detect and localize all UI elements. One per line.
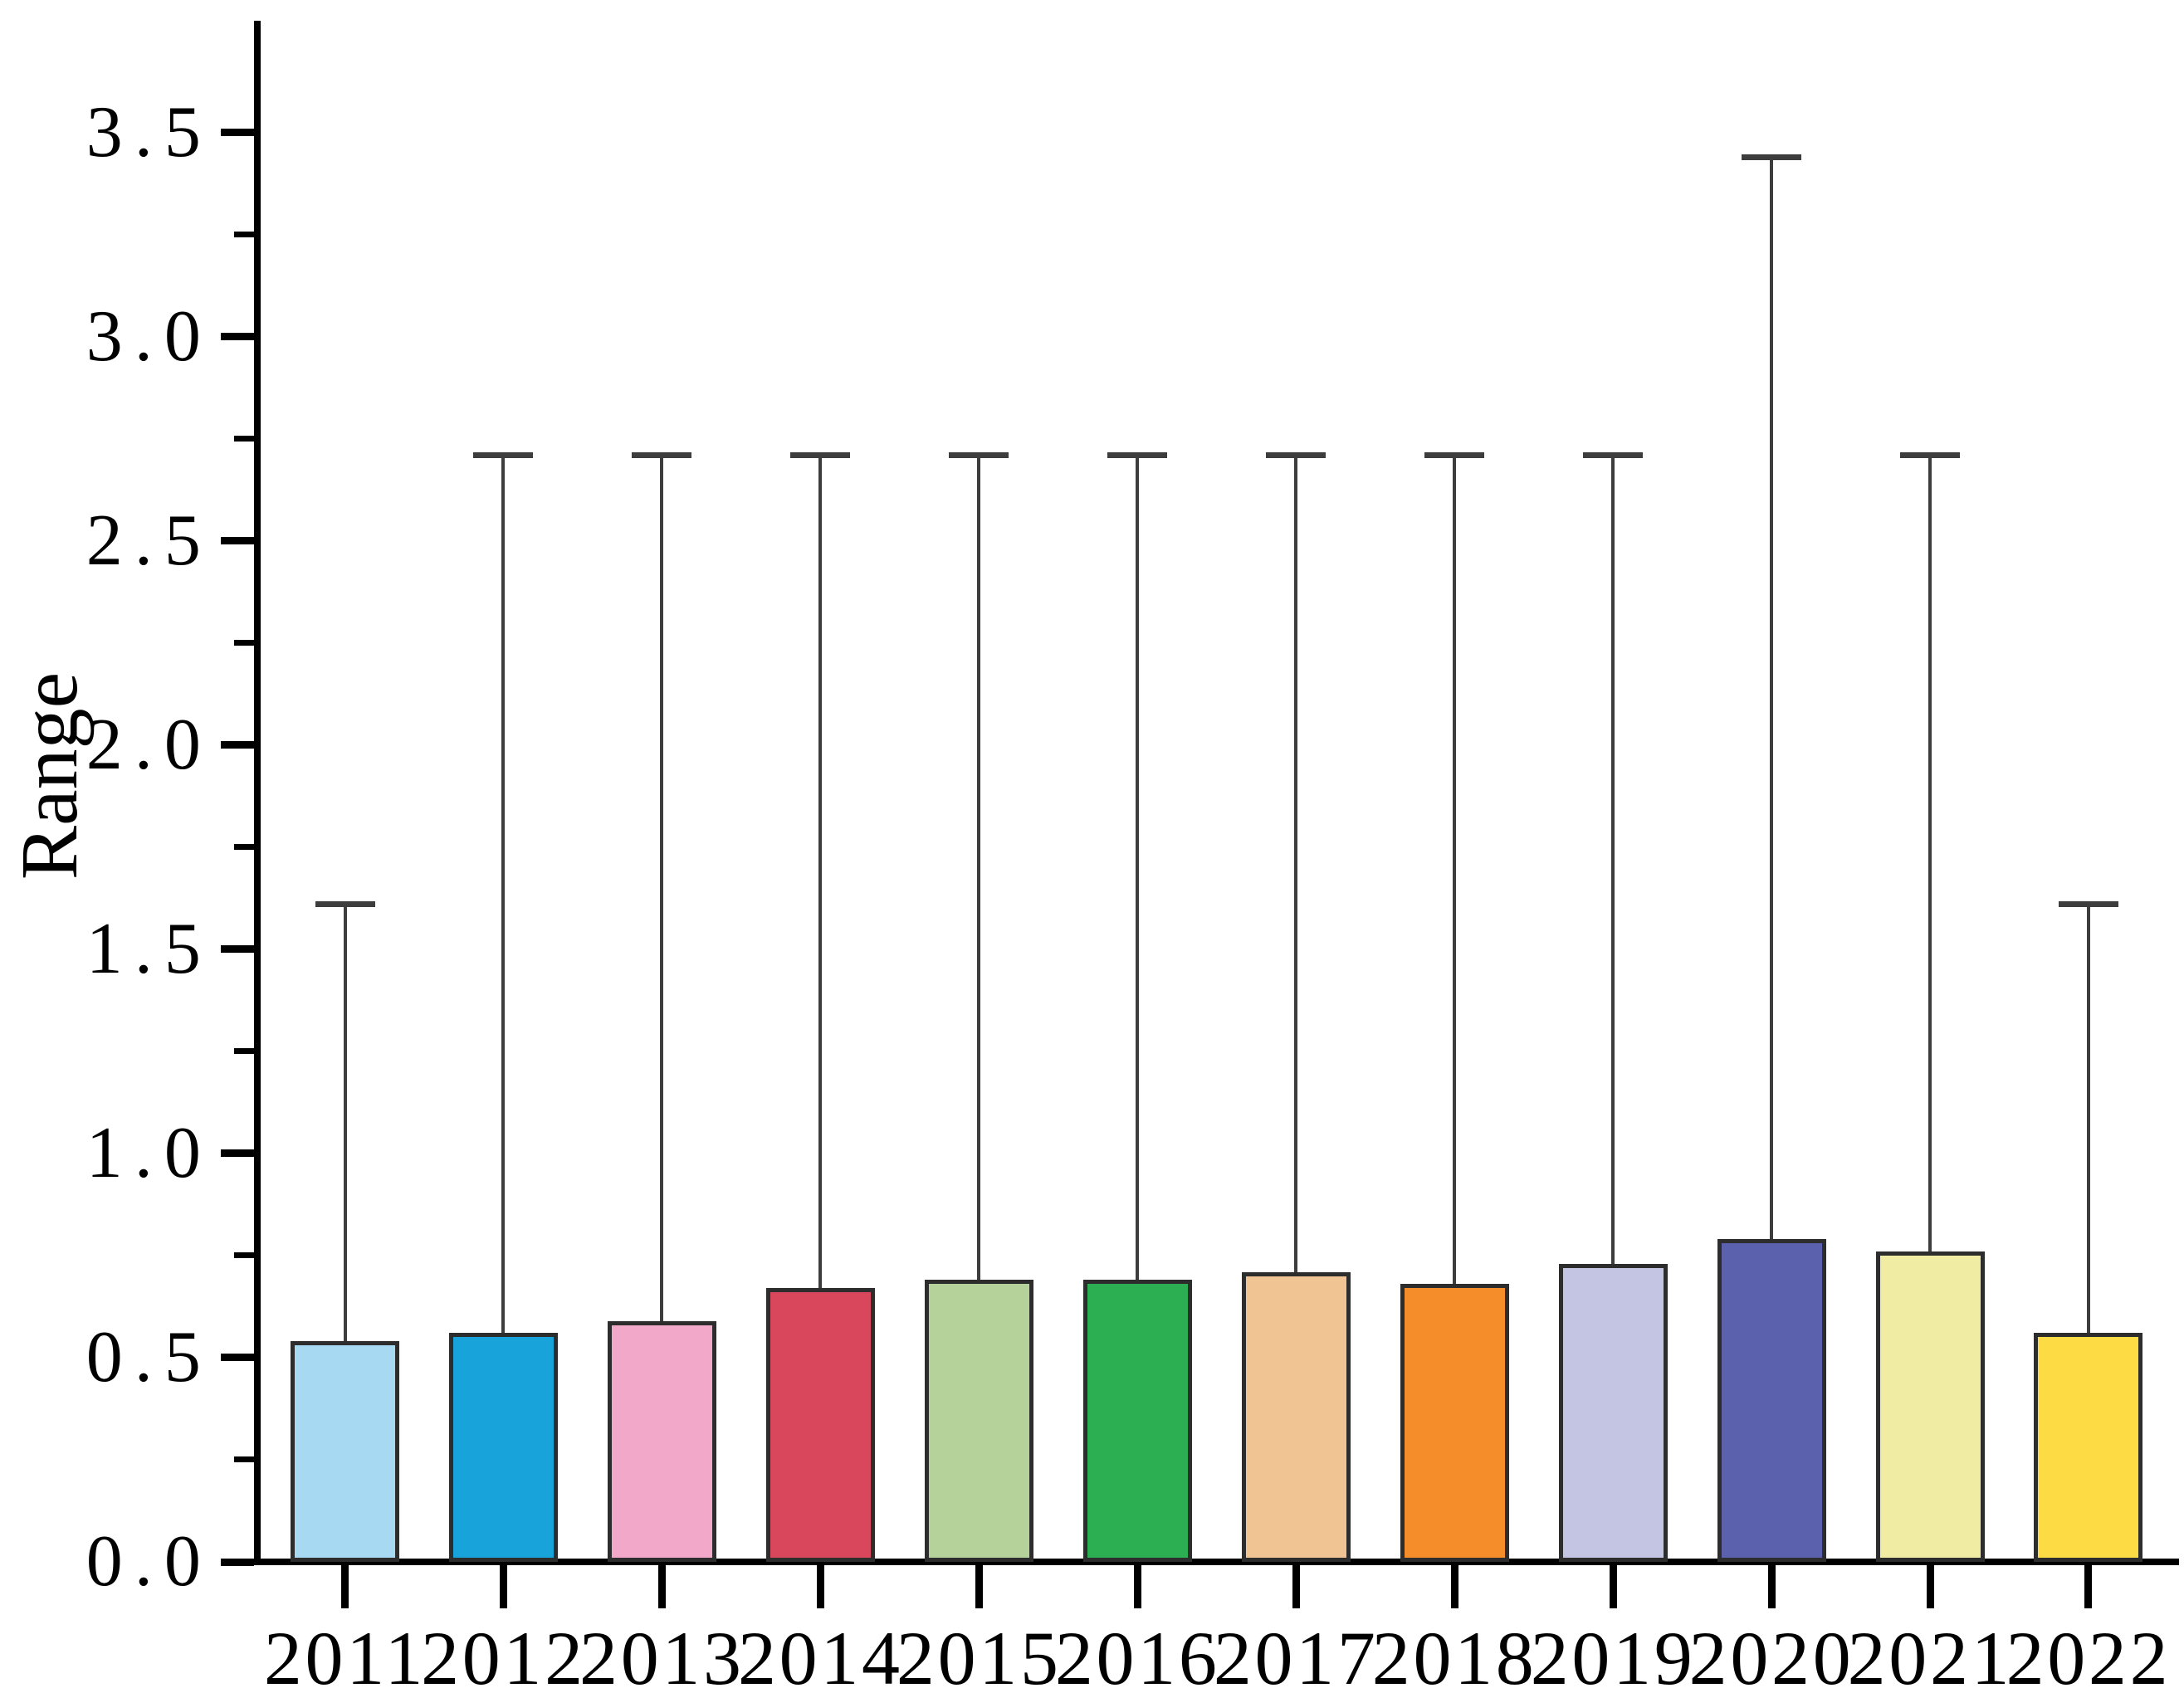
bar <box>2034 1333 2143 1562</box>
y-tick-label: 3.5 <box>86 91 213 173</box>
error-whisker <box>660 455 664 1331</box>
y-tick-label: 3.0 <box>86 295 213 377</box>
y-minor-tick <box>234 844 254 851</box>
error-whisker <box>1294 455 1298 1282</box>
y-tick-label: 0.0 <box>86 1521 213 1602</box>
error-whisker <box>818 455 823 1299</box>
y-minor-tick <box>234 436 254 442</box>
error-cap <box>790 451 851 458</box>
y-tick-label: 2.0 <box>86 704 213 785</box>
x-axis-category-label: 2013 <box>579 1616 745 1693</box>
error-whisker <box>343 904 347 1352</box>
y-major-tick <box>221 333 254 341</box>
y-minor-tick <box>234 1252 254 1259</box>
x-axis-category-label: 2014 <box>737 1616 903 1693</box>
error-cap <box>315 901 375 908</box>
bar <box>607 1320 716 1562</box>
x-axis-category-label: 2012 <box>421 1616 586 1693</box>
error-cap <box>1107 451 1168 458</box>
error-cap <box>632 451 692 458</box>
y-tick-label: 2.5 <box>86 500 213 581</box>
x-tick <box>1133 1565 1141 1608</box>
x-axis-category-label: 2022 <box>2006 1616 2172 1693</box>
bar <box>1875 1251 1985 1562</box>
y-major-tick <box>221 1558 254 1566</box>
x-tick <box>657 1565 666 1608</box>
y-major-tick <box>221 129 254 137</box>
x-axis-category-label: 2015 <box>896 1616 1062 1693</box>
bar <box>924 1280 1033 1562</box>
bar <box>1717 1239 1826 1562</box>
bar <box>765 1288 875 1562</box>
error-cap <box>2058 901 2118 908</box>
x-axis-category-label: 2016 <box>1054 1616 1220 1693</box>
y-tick-label: 1.5 <box>86 908 213 989</box>
error-whisker <box>1928 455 1932 1261</box>
error-whisker <box>2086 904 2090 1344</box>
x-axis-category-label: 2019 <box>1530 1616 1696 1693</box>
error-cap <box>1266 451 1327 458</box>
bar <box>1558 1263 1668 1562</box>
x-axis-category-label: 2017 <box>1213 1616 1379 1693</box>
x-axis-category-label: 2021 <box>1847 1616 2013 1693</box>
bar <box>1400 1284 1509 1562</box>
y-axis-spine <box>254 21 261 1565</box>
y-tick-label: 0.5 <box>86 1316 213 1398</box>
error-whisker <box>1770 157 1774 1250</box>
x-axis-spine <box>254 1559 2179 1565</box>
x-tick <box>341 1565 349 1608</box>
error-whisker <box>1611 455 1615 1274</box>
bar <box>448 1333 558 1562</box>
y-major-tick <box>221 1354 254 1362</box>
y-minor-tick <box>234 1048 254 1055</box>
error-whisker <box>1136 455 1140 1290</box>
x-tick <box>2084 1565 2093 1608</box>
bar <box>291 1341 399 1562</box>
x-tick <box>1926 1565 1934 1608</box>
error-whisker <box>977 455 981 1290</box>
error-cap <box>1900 451 1960 458</box>
error-cap <box>1742 154 1802 160</box>
x-tick <box>816 1565 824 1608</box>
x-tick <box>1292 1565 1300 1608</box>
error-whisker <box>1453 455 1457 1295</box>
x-axis-category-label: 2011 <box>263 1616 427 1693</box>
y-minor-tick <box>234 232 254 238</box>
y-minor-tick <box>234 1456 254 1463</box>
bar <box>1082 1280 1192 1562</box>
y-major-tick <box>221 741 254 749</box>
x-tick <box>1767 1565 1776 1608</box>
error-whisker <box>501 455 506 1344</box>
x-tick <box>975 1565 983 1608</box>
x-axis-category-label: 2020 <box>1688 1616 1854 1693</box>
y-minor-tick <box>234 640 254 646</box>
y-major-tick <box>221 1149 254 1158</box>
error-cap <box>949 451 1009 458</box>
y-major-tick <box>221 537 254 545</box>
x-tick <box>1450 1565 1458 1608</box>
x-axis-category-label: 2018 <box>1371 1616 1537 1693</box>
error-cap <box>1424 451 1485 458</box>
bar <box>1241 1271 1351 1562</box>
error-cap <box>1583 451 1644 458</box>
y-tick-label: 1.0 <box>86 1112 213 1193</box>
x-tick <box>499 1565 507 1608</box>
y-major-tick <box>221 945 254 954</box>
error-cap <box>473 451 534 458</box>
x-tick <box>1609 1565 1617 1608</box>
